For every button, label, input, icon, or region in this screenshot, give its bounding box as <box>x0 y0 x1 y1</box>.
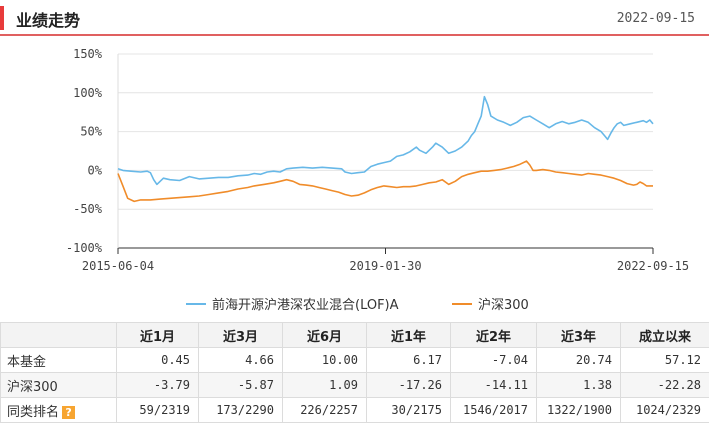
panel-header: 业绩走势 2022-09-15 <box>0 0 709 36</box>
table-cell: 1.09 <box>282 372 367 398</box>
table-cell: 30/2175 <box>366 397 451 423</box>
table-cell: 57.12 <box>620 347 709 373</box>
x-tick-label: 2015-06-04 <box>82 259 154 273</box>
chart-legend: 前海开源沪港深农业混合(LOF)A 沪深300 <box>0 292 709 314</box>
title-accent-bar <box>0 6 4 30</box>
legend-item-fund[interactable]: 前海开源沪港深农业混合(LOF)A <box>186 294 399 313</box>
table-cell: 1024/2329 <box>620 397 709 423</box>
table-cell: -7.04 <box>450 347 537 373</box>
table-row: 本基金 0.45 4.66 10.00 6.17 -7.04 20.74 57.… <box>0 347 709 373</box>
legend-label-fund: 前海开源沪港深农业混合(LOF)A <box>212 298 399 313</box>
table-header-cell: 近1月 <box>116 322 199 348</box>
table-header-cell: 近6月 <box>282 322 367 348</box>
row-label: 本基金 <box>0 347 117 373</box>
table-cell: 1.38 <box>536 372 621 398</box>
table-cell: 1546/2017 <box>450 397 537 423</box>
table-cell: -5.87 <box>198 372 283 398</box>
performance-line-chart[interactable]: 150% 100% 50% 0% -50% -100% 2015-06-04 2019-01-… <box>0 40 709 290</box>
table-header-cell: 成立以来 <box>620 322 709 348</box>
table-header-cell: 近3月 <box>198 322 283 348</box>
table-cell: 0.45 <box>116 347 199 373</box>
chart-series <box>117 95 654 203</box>
performance-table: 近1月 近3月 近6月 近1年 近2年 近3年 成立以来 本基金 0.45 4.… <box>0 322 709 423</box>
legend-item-index[interactable]: 沪深300 <box>452 294 529 313</box>
legend-swatch-fund <box>186 302 206 305</box>
row-label: 同类排名? <box>0 397 117 423</box>
y-tick-label: -50% <box>73 202 103 216</box>
table-cell: 173/2290 <box>198 397 283 423</box>
table-cell: 1322/1900 <box>536 397 621 423</box>
table-cell: -17.26 <box>366 372 451 398</box>
as-of-date: 2022-09-15 <box>616 11 695 26</box>
table-cell: -22.28 <box>620 372 709 398</box>
legend-label-index: 沪深300 <box>478 298 529 313</box>
series-line-fund <box>117 95 654 186</box>
table-header-row: 近1月 近3月 近6月 近1年 近2年 近3年 成立以来 <box>0 322 709 348</box>
table-cell: -14.11 <box>450 372 537 398</box>
y-tick-label: 100% <box>73 86 103 100</box>
row-label: 沪深300 <box>0 372 117 398</box>
x-tick-label: 2019-01-30 <box>349 259 421 273</box>
table-header-cell: 近2年 <box>450 322 537 348</box>
table-cell: -3.79 <box>116 372 199 398</box>
table-row: 同类排名? 59/2319 173/2290 226/2257 30/2175 … <box>0 397 709 423</box>
table-cell: 20.74 <box>536 347 621 373</box>
help-icon[interactable]: ? <box>62 405 76 419</box>
table-header-cell: 近1年 <box>366 322 451 348</box>
legend-swatch-index <box>452 302 472 305</box>
series-line-index <box>117 160 653 203</box>
table-header-cell <box>0 322 117 348</box>
table-cell: 59/2319 <box>116 397 199 423</box>
table-cell: 10.00 <box>282 347 367 373</box>
chart-grid <box>118 53 653 249</box>
table-header-cell: 近3年 <box>536 322 621 348</box>
table-cell: 226/2257 <box>282 397 367 423</box>
y-tick-label: 0% <box>88 163 103 177</box>
table-row: 沪深300 -3.79 -5.87 1.09 -17.26 -14.11 1.3… <box>0 372 709 398</box>
rank-label: 同类排名 <box>7 404 60 420</box>
panel-title: 业绩走势 <box>16 11 81 30</box>
y-tick-label: -100% <box>66 241 103 255</box>
table-cell: 6.17 <box>366 347 451 373</box>
x-tick-label: 2022-09-15 <box>617 259 689 273</box>
y-tick-label: 150% <box>73 47 103 61</box>
y-tick-label: 50% <box>80 125 102 139</box>
table-cell: 4.66 <box>198 347 283 373</box>
chart-axes: 150% 100% 50% 0% -50% -100% 2015-06-04 2019-01-… <box>66 47 689 273</box>
